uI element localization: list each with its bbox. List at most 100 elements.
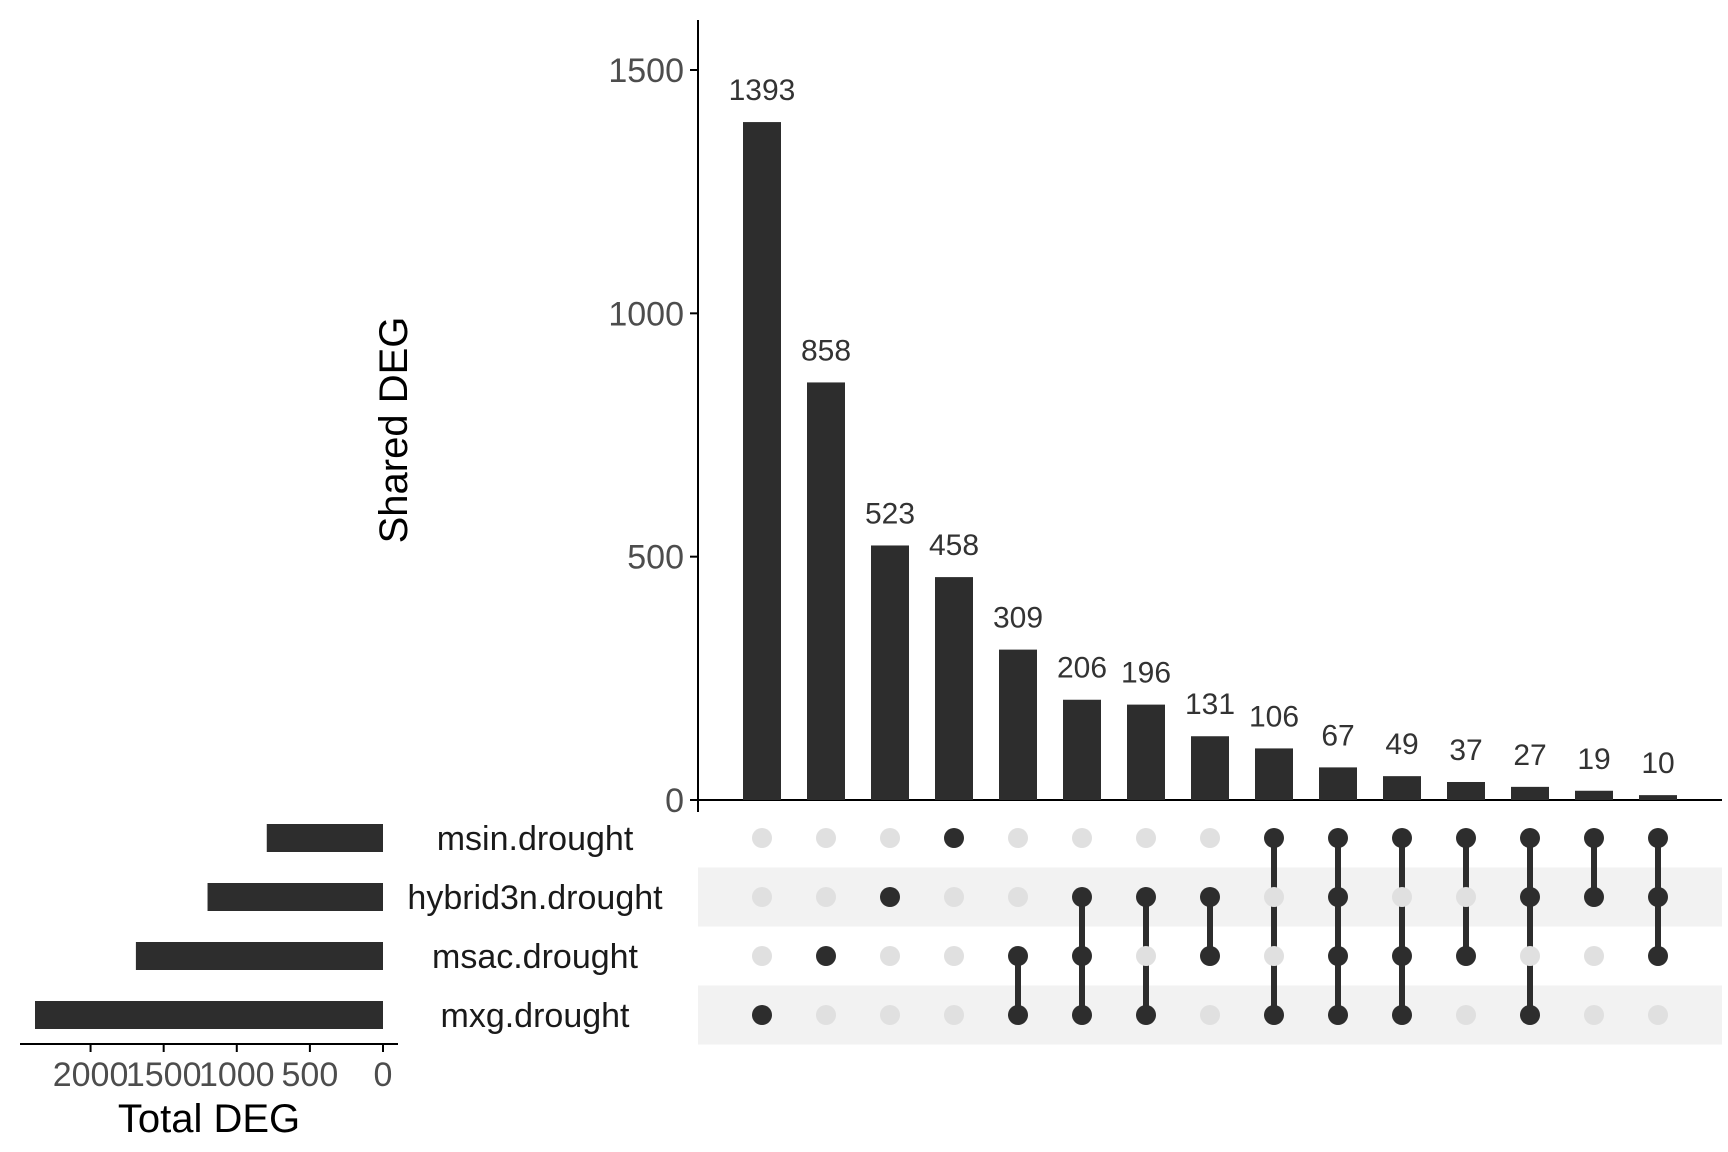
intersection-bar-label: 67 xyxy=(1321,719,1354,752)
intersection-bar xyxy=(1575,790,1613,800)
matrix-dot-active xyxy=(1264,828,1284,848)
intersection-matrix xyxy=(752,828,1668,1025)
matrix-dot-active xyxy=(1392,946,1412,966)
matrix-dot-inactive xyxy=(1200,828,1220,848)
y-tick-label: 0 xyxy=(665,782,684,820)
set-x-axis-title: Total DEG xyxy=(118,1097,300,1141)
intersection-bar xyxy=(1127,704,1165,800)
matrix-dot-active xyxy=(1264,1005,1284,1025)
intersection-bar xyxy=(1511,786,1549,800)
intersection-bar xyxy=(871,545,909,800)
matrix-dot-active xyxy=(1456,946,1476,966)
intersection-bar xyxy=(1191,736,1229,800)
matrix-dot-inactive xyxy=(1392,887,1412,907)
intersection-bar-label: 27 xyxy=(1513,739,1546,772)
matrix-dot-active xyxy=(1328,887,1348,907)
matrix-dot-active xyxy=(1328,828,1348,848)
matrix-dot-active xyxy=(1520,828,1540,848)
set-x-tick-label: 2000 xyxy=(53,1056,129,1094)
intersection-bar-label: 10 xyxy=(1641,747,1674,780)
matrix-dot-active xyxy=(1584,887,1604,907)
intersection-bar-label: 131 xyxy=(1185,688,1235,721)
matrix-dot-inactive xyxy=(1584,946,1604,966)
matrix-dot-inactive xyxy=(1200,1005,1220,1025)
intersection-bar-label: 458 xyxy=(929,529,979,562)
matrix-dot-inactive xyxy=(1264,946,1284,966)
matrix-dot-inactive xyxy=(752,946,772,966)
set-label: msin.drought xyxy=(437,820,634,858)
set-labels: msin.drought hybrid3n.drought msac.drought… xyxy=(407,820,663,1035)
set-x-tick-label: 1000 xyxy=(199,1056,275,1094)
matrix-dot-active xyxy=(880,887,900,907)
intersection-bar-label: 309 xyxy=(993,602,1043,635)
matrix-dot-inactive xyxy=(880,1005,900,1025)
intersection-bar-label: 49 xyxy=(1385,728,1418,761)
matrix-dot-active xyxy=(1072,946,1092,966)
intersection-bar xyxy=(1639,795,1677,800)
y-tick-label: 1000 xyxy=(608,295,684,333)
intersection-bar xyxy=(1383,776,1421,800)
matrix-dot-active xyxy=(816,946,836,966)
set-x-tick-label: 0 xyxy=(374,1056,393,1094)
matrix-dot-inactive xyxy=(1648,1005,1668,1025)
matrix-dot-active xyxy=(1136,1005,1156,1025)
intersection-bar-label: 858 xyxy=(801,334,851,367)
matrix-dot-inactive xyxy=(752,828,772,848)
intersection-bar xyxy=(1319,767,1357,800)
matrix-dot-active xyxy=(1008,946,1028,966)
matrix-dot-active xyxy=(1584,828,1604,848)
intersection-bars xyxy=(743,122,1677,800)
matrix-dot-active xyxy=(1392,828,1412,848)
intersection-bar-label: 106 xyxy=(1249,700,1299,733)
set-x-tick-label: 1500 xyxy=(126,1056,202,1094)
matrix-dot-active xyxy=(752,1005,772,1025)
matrix-dot-active xyxy=(1136,887,1156,907)
matrix-dot-inactive xyxy=(1008,887,1028,907)
set-size-bar xyxy=(266,824,383,852)
y-tick-label: 500 xyxy=(627,539,684,577)
set-size-bars xyxy=(35,824,383,1029)
intersection-bar xyxy=(935,577,973,800)
matrix-dot-inactive xyxy=(880,946,900,966)
matrix-dot-active xyxy=(1648,946,1668,966)
matrix-dot-inactive xyxy=(1520,946,1540,966)
matrix-dot-active xyxy=(1520,887,1540,907)
matrix-dot-inactive xyxy=(752,887,772,907)
intersection-bar-labels: 1393 858 523 458 309 206 196 131 106 67 49 37 27 19 10 xyxy=(729,74,1675,780)
matrix-dot-active xyxy=(1072,1005,1092,1025)
set-size-bar xyxy=(35,1001,383,1029)
intersection-bar-label: 37 xyxy=(1449,734,1482,767)
intersection-bar-label: 523 xyxy=(865,497,915,530)
matrix-dot-inactive xyxy=(1584,1005,1604,1025)
intersection-bar xyxy=(999,649,1037,800)
matrix-dot-inactive xyxy=(1072,828,1092,848)
matrix-dot-active xyxy=(1392,1005,1412,1025)
matrix-dot-inactive xyxy=(944,1005,964,1025)
matrix-dot-inactive xyxy=(1264,887,1284,907)
intersection-bar-label: 206 xyxy=(1057,652,1107,685)
matrix-dot-inactive xyxy=(944,946,964,966)
set-label: hybrid3n.drought xyxy=(407,879,663,917)
intersection-bar-panel: 0 500 1000 1500 1393 858 523 458 309 206 196 131 10… xyxy=(372,20,1722,820)
y-axis-ticks: 0 500 1000 1500 xyxy=(608,52,698,820)
intersection-bar-label: 19 xyxy=(1577,743,1610,776)
matrix-dot-active xyxy=(1008,1005,1028,1025)
matrix-dot-inactive xyxy=(1456,887,1476,907)
matrix-dot-active xyxy=(1456,828,1476,848)
matrix-dot-inactive xyxy=(816,1005,836,1025)
intersection-bar xyxy=(807,382,845,800)
matrix-dot-active xyxy=(1648,828,1668,848)
intersection-bar xyxy=(1447,781,1485,800)
matrix-dot-inactive xyxy=(1456,1005,1476,1025)
matrix-dot-active xyxy=(1200,887,1220,907)
matrix-dots xyxy=(752,828,1668,1025)
matrix-dot-active xyxy=(1648,887,1668,907)
intersection-bar xyxy=(1063,699,1101,800)
intersection-bar-label: 1393 xyxy=(729,74,796,107)
matrix-dot-active xyxy=(1200,946,1220,966)
set-x-tick-label: 500 xyxy=(282,1056,339,1094)
set-size-bar xyxy=(135,942,383,970)
